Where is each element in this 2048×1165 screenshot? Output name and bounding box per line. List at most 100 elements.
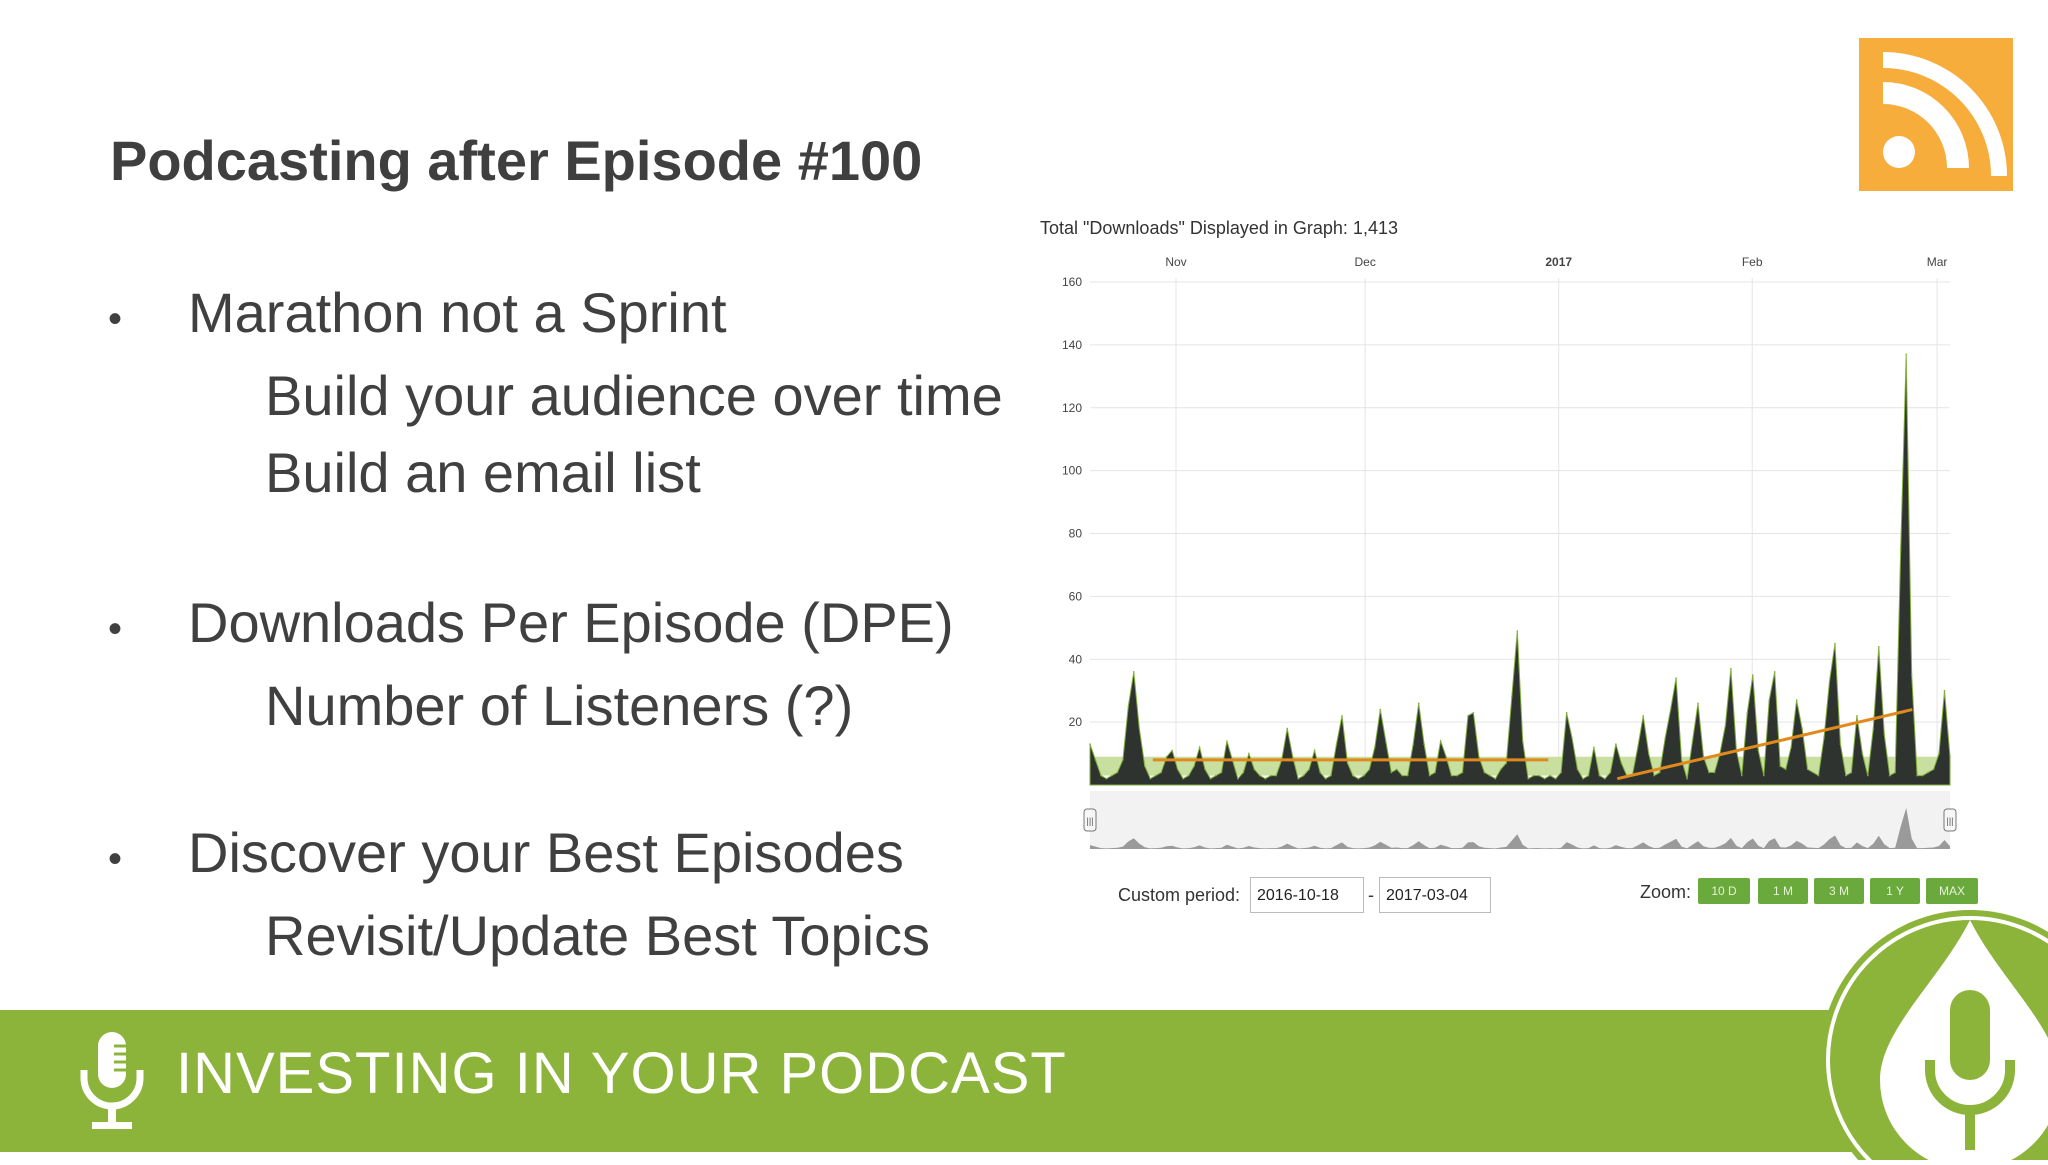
x-tick-label: Nov xyxy=(1165,255,1186,269)
data-point xyxy=(1324,777,1327,780)
bullet-row: • Downloads Per Episode (DPE) xyxy=(108,590,954,667)
data-point xyxy=(1587,774,1590,777)
data-point xyxy=(1374,746,1376,749)
zoom-1y-button[interactable]: 1 Y xyxy=(1870,878,1920,904)
data-point xyxy=(1237,777,1239,780)
data-point xyxy=(1642,715,1644,717)
drop-logo-icon xyxy=(1820,870,2048,1165)
zoom-10d-button[interactable]: 10 D xyxy=(1698,878,1750,904)
data-point xyxy=(1872,727,1875,730)
data-point xyxy=(1834,642,1836,645)
data-point xyxy=(1100,774,1102,777)
data-point xyxy=(1582,777,1584,780)
data-point xyxy=(1604,777,1606,780)
data-point xyxy=(1927,771,1929,774)
data-point xyxy=(1363,774,1365,777)
data-point xyxy=(1505,762,1508,764)
data-point xyxy=(1434,771,1436,774)
custom-period-label: Custom period: xyxy=(1118,885,1241,905)
bullet-heading: Downloads Per Episode (DPE) xyxy=(188,591,954,654)
bullet-dot-icon: • xyxy=(108,607,123,651)
data-point xyxy=(1883,733,1886,736)
data-point xyxy=(1511,696,1513,698)
data-point xyxy=(1144,765,1146,767)
data-point xyxy=(1521,740,1524,742)
data-point xyxy=(1713,771,1716,774)
period-separator: - xyxy=(1368,885,1374,905)
data-point xyxy=(1938,752,1940,755)
zoom-3m-button[interactable]: 3 M xyxy=(1814,878,1864,904)
data-point xyxy=(1330,774,1332,777)
bullet-subitem: Number of Listeners (?) xyxy=(265,674,854,737)
data-point xyxy=(1752,674,1754,676)
y-tick-label: 120 xyxy=(1062,401,1082,415)
data-point xyxy=(1516,630,1519,632)
y-tick-label: 160 xyxy=(1062,275,1082,289)
data-point xyxy=(1450,774,1453,777)
data-point xyxy=(1779,765,1781,767)
data-point xyxy=(1527,777,1529,780)
data-point xyxy=(1335,743,1338,745)
data-point xyxy=(1193,765,1195,767)
data-point xyxy=(1133,671,1135,673)
data-point xyxy=(1730,667,1732,670)
data-point xyxy=(1888,774,1891,777)
bullet-dot-icon: • xyxy=(108,837,123,881)
bullet-subitem: Revisit/Update Best Topics xyxy=(265,904,931,967)
data-point xyxy=(1111,774,1113,777)
data-point xyxy=(1428,774,1431,777)
data-point xyxy=(1773,671,1776,673)
data-point xyxy=(1910,674,1913,676)
data-point xyxy=(1615,743,1617,745)
bullet-dot-icon: • xyxy=(108,297,123,341)
data-point xyxy=(1571,737,1573,739)
data-point xyxy=(1489,774,1491,777)
data-point xyxy=(1801,727,1803,730)
data-point xyxy=(1215,774,1217,777)
data-point xyxy=(1154,774,1157,777)
navigator-handle xyxy=(1943,808,1957,832)
data-point xyxy=(1478,755,1480,758)
data-point xyxy=(1138,727,1141,730)
data-point xyxy=(1127,705,1130,708)
data-point xyxy=(1176,768,1179,771)
navigator-handle-grip: ||| xyxy=(1086,816,1093,826)
data-point xyxy=(1839,743,1842,745)
data-point xyxy=(1467,715,1469,717)
data-point xyxy=(1165,755,1168,758)
data-point xyxy=(1894,771,1896,774)
zoom-max-button[interactable]: MAX xyxy=(1926,878,1978,904)
navigator-handle xyxy=(1083,808,1097,832)
data-point xyxy=(1341,715,1343,717)
downloads-series-area xyxy=(1089,354,1951,786)
data-point xyxy=(1308,768,1310,771)
data-point xyxy=(1248,752,1250,755)
data-point xyxy=(1483,771,1486,774)
data-point xyxy=(1856,715,1858,717)
chart-svg: 20 40 60 80 100 120 140 160 Nov Dec 2017 Feb Mar ||| |… xyxy=(1062,255,1957,849)
data-point xyxy=(1653,774,1655,777)
zoom-1m-button[interactable]: 1 M xyxy=(1758,878,1808,904)
data-point xyxy=(1461,771,1464,774)
data-point xyxy=(1302,774,1305,777)
navigator-background xyxy=(1090,791,1950,849)
bullet-item: • Downloads Per Episode (DPE) Number of Li… xyxy=(108,590,954,744)
period-start-input[interactable]: 2016-10-18 xyxy=(1250,877,1364,913)
data-point xyxy=(1757,749,1760,752)
bullet-row: • Discover your Best Episodes xyxy=(108,820,930,897)
data-point xyxy=(1122,759,1124,761)
data-point xyxy=(1253,768,1256,771)
data-point xyxy=(1669,708,1672,711)
data-point xyxy=(1171,749,1173,752)
data-point xyxy=(1209,777,1212,780)
data-point xyxy=(1746,711,1749,714)
bullet-heading: Marathon not a Sprint xyxy=(188,281,727,344)
data-point xyxy=(1867,774,1869,777)
data-point xyxy=(1554,777,1557,780)
period-end-input[interactable]: 2017-03-04 xyxy=(1379,877,1491,913)
y-tick-label: 20 xyxy=(1069,715,1083,729)
data-point xyxy=(1094,759,1097,761)
data-point xyxy=(1297,777,1299,780)
data-point xyxy=(1795,699,1798,701)
data-point xyxy=(1949,755,1951,758)
